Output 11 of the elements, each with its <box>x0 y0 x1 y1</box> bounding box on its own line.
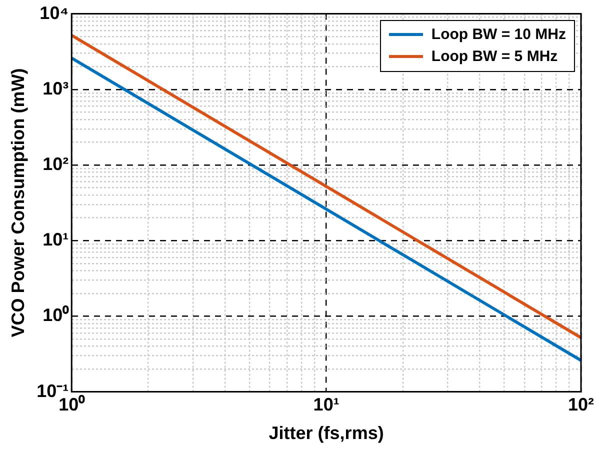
y-tick-label: 10¹ <box>42 230 69 250</box>
x-tick-label: 10² <box>568 394 594 415</box>
y-tick-label: 10² <box>42 154 69 174</box>
y-tick-label: 10⁴ <box>40 2 69 23</box>
legend-label: Loop BW = 5 MHz <box>431 46 558 67</box>
legend-label: Loop BW = 10 MHz <box>431 24 566 45</box>
y-tick-label: 10³ <box>42 78 69 98</box>
y-axis-title: VCO Power Consumption (mW) <box>8 68 28 338</box>
y-tick-label: 10⁰ <box>42 305 70 326</box>
x-axis-title: Jitter (fs,rms) <box>268 423 384 444</box>
x-tick-label: 10¹ <box>313 394 340 415</box>
